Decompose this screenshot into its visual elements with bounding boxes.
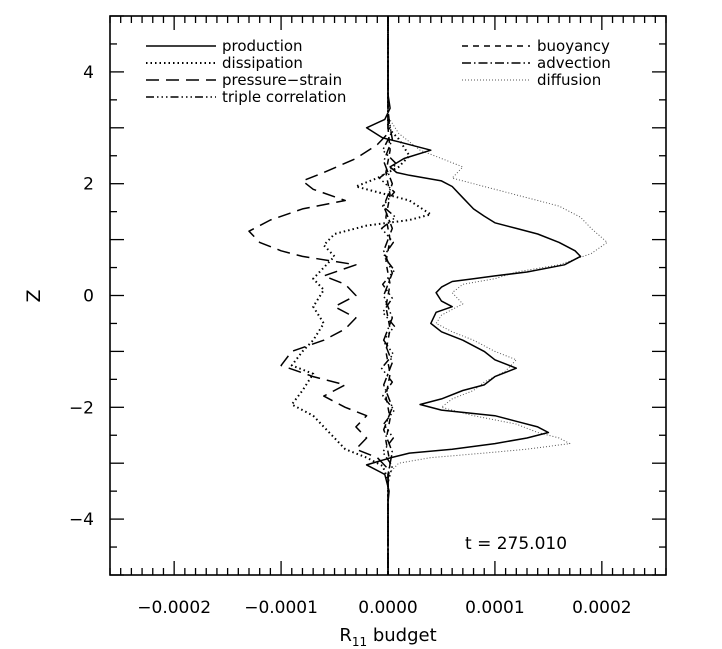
tick-layer: −0.0002 −0.0001 0.0000 0.0001 0.0002 −4 −2 0 2 4 — [69, 15, 667, 618]
y-tick-label: −4 — [69, 510, 94, 530]
legend-label-diffusion: diffusion — [537, 71, 601, 89]
x-axis-label-rest: budget — [367, 625, 437, 646]
y-tick-label: 0 — [83, 287, 94, 307]
series-line-triple-correlation — [378, 16, 398, 575]
x-axis-label-subscript: 11 — [352, 635, 367, 649]
x-tick-label: 0.0001 — [465, 598, 524, 618]
legend-right: buoyancy advection diffusion — [462, 37, 611, 89]
x-axis-label-main: R — [339, 625, 352, 646]
x-tick-label: −0.0002 — [137, 598, 211, 618]
legend-label-advection: advection — [537, 54, 611, 72]
y-tick-label: 2 — [83, 175, 94, 195]
x-tick-label: 0.0000 — [358, 598, 417, 618]
x-axis-label: R11 budget — [339, 625, 436, 649]
legend-label-buoyancy: buoyancy — [537, 37, 610, 55]
series-layer — [248, 16, 608, 575]
series-line-production — [365, 16, 582, 575]
series-line-pressure-strain — [248, 16, 389, 575]
x-tick-label: 0.0002 — [572, 598, 631, 618]
legend-label-pressure-strain: pressure−strain — [222, 71, 342, 89]
legend-left: production dissipation pressure−strain t… — [146, 37, 346, 106]
time-annotation: t = 275.010 — [465, 534, 567, 554]
legend-label-triple-correlation: triple correlation — [222, 88, 346, 106]
series-line-advection — [382, 16, 394, 575]
legend-label-dissipation: dissipation — [222, 54, 303, 72]
y-tick-label: 4 — [83, 63, 94, 83]
y-axis-label: Z — [23, 289, 45, 302]
y-tick-label: −2 — [69, 398, 94, 418]
series-line-dissipation — [290, 16, 432, 575]
x-tick-label: −0.0001 — [244, 598, 318, 618]
legend-label-production: production — [222, 37, 303, 55]
